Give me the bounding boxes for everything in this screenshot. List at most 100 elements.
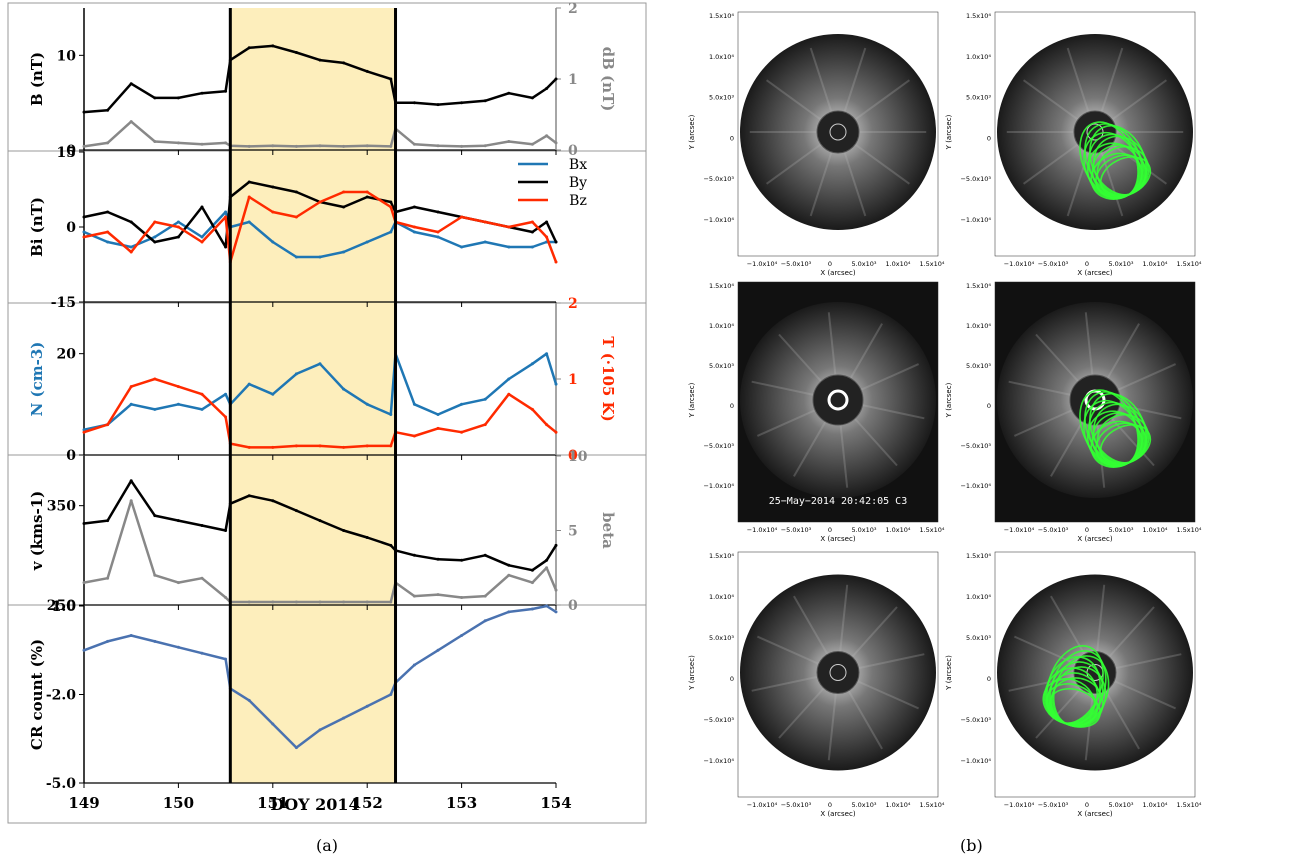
x-tick-r2c1-0: −1.0x10⁴ [1004,801,1035,809]
point-Bi-0-4 [176,220,180,224]
point-N-T-1-9 [271,445,275,449]
y-axis-label-r2c1: Y (arcsec) [945,655,953,691]
ytick-label-v-beta-0: 250 [47,598,76,614]
point-Bi-1-2 [129,220,133,224]
point-Bi-1-4 [176,235,180,239]
point-v-beta-0-8 [247,494,251,498]
point-N-T-1-13 [365,444,369,448]
x-tick-r0c0-0: −1.0x10⁴ [747,260,778,268]
y-tick-r0c1-0: 1.5x10⁴ [966,12,991,20]
point-N-T-1-0 [82,430,86,434]
y-tick-r1c0-1: 1.0x10⁴ [709,322,734,330]
xtick-label-4: 153 [446,794,477,812]
x-axis-label-r1c0: X (arcsec) [820,535,855,543]
y-tick-r0c0-2: 5.0x10³ [709,94,734,102]
point-Bi-1-5 [200,205,204,209]
point-N-T-1-21 [530,407,534,411]
y-tick-r1c1-5: −1.0x10⁴ [960,482,991,490]
point-B-0-17 [436,103,440,107]
point-CR-0-8 [247,698,251,702]
point-N-T-1-10 [294,444,298,448]
point-v-beta-1-21 [530,581,534,585]
y-tick-r1c0-2: 5.0x10³ [709,362,734,370]
point-CR-0-21 [530,607,534,611]
point-v-beta-1-3 [153,573,157,577]
point-B-0-20 [507,91,511,95]
x-tick-r2c1-5: 1.5x10⁴ [1176,801,1201,809]
point-Bi-0-14 [389,230,393,234]
point-CR-0-4 [176,645,180,649]
point-B-0-18 [460,101,464,105]
point-B-0-9 [271,44,275,48]
point-B-1-1 [106,141,110,145]
y-tick-r2c1-3: 0 [987,675,991,683]
point-B-0-3 [153,96,157,100]
point-B-0-14 [389,77,393,81]
point-N-T-0-21 [530,362,534,366]
point-Bi-1-12 [342,205,346,209]
point-v-beta-1-2 [129,499,133,503]
x-tick-r2c1-2: 0 [1085,801,1089,809]
point-CR-0-0 [82,648,86,652]
point-B-1-11 [318,144,322,148]
occulter-r2c0 [816,651,860,694]
y-axis-label-r2c0: Y (arcsec) [688,655,696,691]
point-Bi-2-11 [318,200,322,204]
point-v-beta-0-9 [271,499,275,503]
y-tick-r1c0-3: 0 [730,402,734,410]
ytick-label-N-T-0: 0 [66,448,76,464]
point-Bi-1-3 [153,240,157,244]
series-CR-0 [83,604,557,749]
point-v-beta-1-18 [460,596,464,599]
legend-label-By: By [569,175,587,191]
point-N-T-1-4 [176,385,180,389]
y-tick-r1c1-3: 0 [987,402,991,410]
point-N-T-0-14 [389,413,393,416]
x-tick-r1c0-5: 1.5x10⁴ [919,526,944,534]
y-tick-r2c0-5: −1.0x10⁴ [703,757,734,765]
point-N-T-1-18 [460,430,464,434]
x-tick-r0c1-3: 5.0x10³ [1108,260,1133,268]
point-v-beta-1-19 [483,594,487,598]
y-tick-r1c1-0: 1.5x10⁴ [966,282,991,290]
series-B-1 [83,120,557,148]
sun-limb-r1c0 [827,389,849,411]
point-Bi-2-10 [294,215,298,219]
point-v-beta-0-6 [224,529,228,532]
point-B-1-20 [507,140,511,143]
point-B-1-23 [554,141,558,145]
point-B-1-2 [129,120,133,124]
series-v-beta-1 [83,499,558,604]
y-tick-r1c0-0: 1.5x10⁴ [709,282,734,290]
point-N-T-0-23 [554,382,558,386]
timestamp-label-r2c0: 25−May−2014 20:39:00 COR2−A [757,771,920,782]
point-N-T-0-5 [200,407,204,411]
point-Bi-0-3 [153,235,157,239]
point-CR-0-14 [389,693,393,696]
point-N-T-0-6 [224,392,228,396]
y-tick-r0c0-5: −1.0x10⁴ [703,216,734,224]
point-v-beta-1-12 [342,600,346,604]
point-B-0-22 [545,87,549,90]
point-Bi-2-12 [342,190,346,194]
point-Bi-2-21 [530,220,534,224]
ytick-label-v-beta-1: 350 [47,499,76,515]
flux-rope-ring-r0c1-11 [1099,156,1152,198]
point-Bi-2-20 [507,225,511,229]
point-CR-0-19 [483,619,487,623]
point-N-T-1-5 [200,392,204,396]
y-tick-r1c1-1: 1.0x10⁴ [966,322,991,330]
point-CR-0-1 [106,639,110,643]
point-N-T-0-20 [507,377,511,381]
y-tick-r2c1-0: 1.5x10⁴ [966,552,991,560]
point-N-T-1-11 [318,444,322,448]
ylabel-right-v-beta: beta [599,512,617,549]
ylabel-v-beta: v (kms-1) [28,491,46,572]
point-v-beta-0-5 [200,524,204,527]
point-B-1-19 [483,144,487,148]
point-B-0-4 [176,96,180,100]
point-v-beta-1-22 [545,566,549,570]
point-CR-0-18 [460,634,464,637]
ytick-right-label-N-T-1: 1 [568,372,578,388]
